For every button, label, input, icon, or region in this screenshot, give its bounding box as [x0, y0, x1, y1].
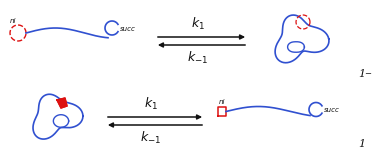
Text: succ: succ: [324, 108, 340, 114]
Text: succ: succ: [120, 26, 136, 32]
Text: −: −: [364, 70, 371, 78]
Text: ni: ni: [219, 99, 226, 105]
Text: 1: 1: [358, 139, 365, 149]
Text: $k_1$: $k_1$: [191, 16, 204, 32]
Text: ni: ni: [10, 18, 17, 24]
Polygon shape: [57, 98, 67, 108]
Text: $k_1$: $k_1$: [144, 96, 158, 112]
Text: $k_{-1}$: $k_{-1}$: [187, 50, 208, 66]
Text: $k_{-1}$: $k_{-1}$: [140, 130, 162, 146]
Text: 1: 1: [358, 69, 365, 79]
